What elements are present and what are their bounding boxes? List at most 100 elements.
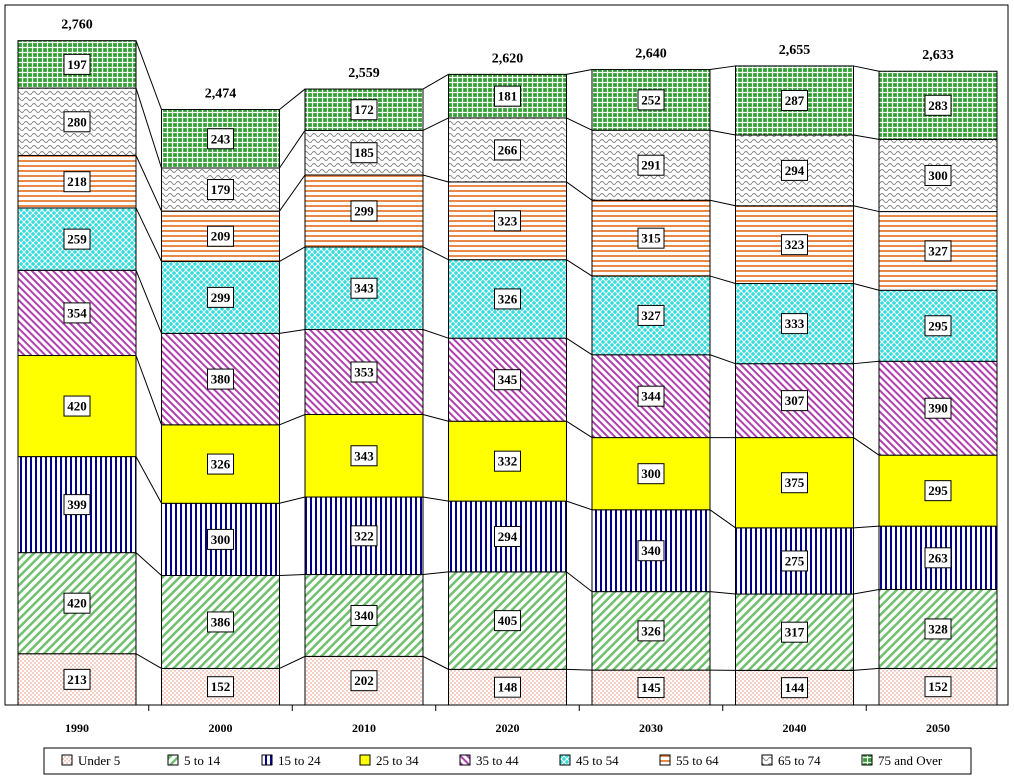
connector-line	[279, 574, 306, 577]
x-tick-label: 2050	[926, 721, 950, 735]
x-tick-label: 2040	[783, 721, 807, 735]
data-label-box	[350, 670, 378, 692]
data-label-box	[207, 368, 234, 390]
x-tick-label: 2000	[209, 721, 233, 735]
data-label: 307	[785, 393, 805, 408]
data-label-box	[637, 677, 665, 699]
data-label-box	[781, 472, 808, 494]
connector-line	[709, 354, 736, 365]
data-label-box	[63, 494, 91, 516]
connector-line	[853, 525, 880, 529]
data-label: 295	[928, 483, 948, 498]
connector-line	[135, 552, 162, 576]
connector-line	[853, 283, 880, 291]
data-label-box	[207, 179, 234, 201]
data-label: 300	[928, 168, 948, 183]
data-label: 345	[498, 372, 518, 387]
data-label-box	[637, 154, 665, 176]
data-label-box	[494, 676, 521, 698]
total-label: 2,620	[492, 51, 524, 66]
legend-swatch	[761, 754, 773, 766]
legend-box	[43, 747, 972, 775]
connector-line	[566, 117, 593, 131]
data-label-box	[924, 240, 952, 262]
data-label: 326	[641, 623, 661, 638]
legend-label: Under 5	[78, 753, 120, 768]
data-label-box	[781, 159, 808, 181]
connector-line	[853, 205, 880, 213]
legend-swatch	[261, 754, 273, 766]
connector-line	[853, 360, 880, 365]
data-label: 172	[354, 102, 374, 117]
connector-line	[279, 329, 306, 334]
connector-line	[279, 88, 306, 110]
data-label-box	[924, 547, 952, 569]
data-label: 405	[498, 613, 518, 628]
data-label-box	[63, 228, 91, 250]
data-label: 299	[354, 203, 374, 218]
x-axis: 1990 2000 2010 2020 2030 2040 2050	[5, 704, 1008, 735]
data-label-box	[924, 676, 952, 698]
data-label: 213	[67, 672, 87, 687]
data-label-box	[350, 525, 378, 547]
connector-line	[135, 40, 162, 110]
data-label: 152	[928, 679, 948, 694]
data-label-box	[494, 526, 521, 548]
data-label-box	[350, 445, 378, 467]
data-label: 375	[785, 475, 805, 490]
x-tick-label: 2020	[496, 721, 520, 735]
connector-line	[422, 655, 449, 670]
data-label: 344	[641, 389, 661, 404]
data-label: 327	[928, 243, 948, 258]
connector-line	[422, 117, 449, 131]
connector-line	[709, 275, 736, 285]
connector-line	[853, 588, 880, 595]
data-label-box	[494, 288, 521, 310]
total-label: 2,559	[348, 66, 380, 81]
data-label: 315	[641, 231, 661, 246]
connector-line	[135, 653, 162, 669]
connector-line	[566, 668, 593, 671]
data-label: 353	[354, 364, 374, 379]
legend-label: 15 to 24	[278, 753, 321, 768]
connector-line	[709, 65, 736, 71]
data-label: 218	[67, 174, 87, 189]
data-label-box	[781, 313, 808, 335]
connector-line	[279, 655, 306, 669]
x-tick-label: 2010	[352, 721, 376, 735]
data-label: 300	[211, 532, 231, 547]
data-label-box	[494, 210, 521, 232]
data-label: 390	[928, 401, 948, 416]
data-label-box	[781, 234, 808, 256]
legend-label: 45 to 54	[576, 753, 619, 768]
data-label-box	[924, 618, 952, 640]
data-label: 333	[785, 316, 805, 331]
data-label-box	[637, 463, 665, 485]
data-label-box	[63, 53, 91, 75]
legend-label: 55 to 64	[676, 753, 719, 768]
data-label: 209	[211, 229, 231, 244]
connector-line	[566, 337, 593, 356]
legend-label: 35 to 44	[476, 753, 519, 768]
data-label-box	[63, 395, 91, 417]
data-label-box	[350, 200, 378, 222]
total-label: 2,640	[635, 47, 667, 62]
data-label-box	[207, 128, 234, 150]
data-label-box	[637, 304, 665, 326]
data-label-box	[207, 286, 234, 308]
data-label: 317	[785, 625, 805, 640]
data-label-box	[924, 315, 952, 337]
connector-lines	[135, 40, 880, 671]
total-label: 2,760	[61, 18, 93, 33]
data-label: 399	[67, 497, 87, 512]
data-label-box	[63, 592, 91, 614]
data-label-box	[924, 164, 952, 186]
connector-line	[566, 259, 593, 277]
data-label: 252	[641, 92, 661, 107]
data-label: 327	[641, 308, 661, 323]
data-label: 266	[498, 142, 518, 157]
data-label-box	[494, 450, 521, 472]
data-label: 197	[67, 57, 87, 72]
connector-line	[709, 199, 736, 207]
